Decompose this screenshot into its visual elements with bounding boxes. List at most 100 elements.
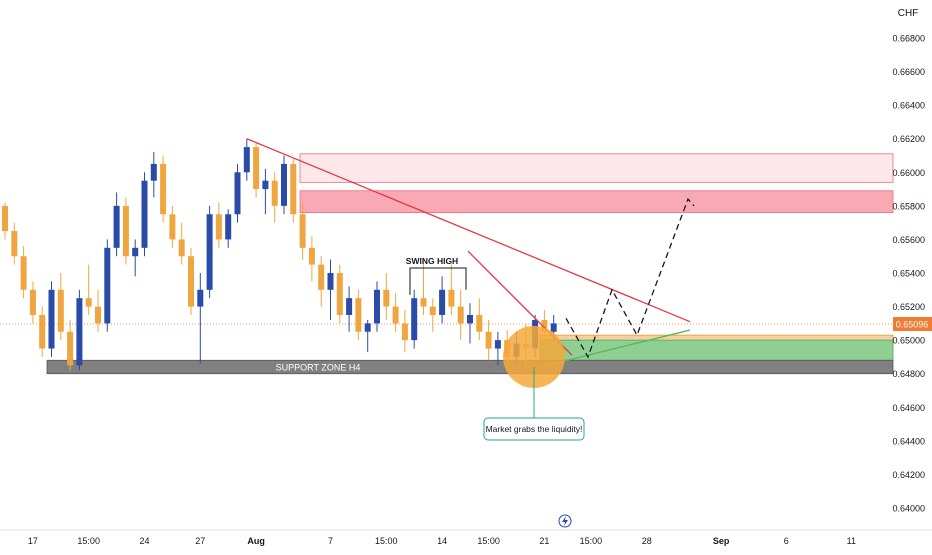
- candle-up: [197, 289, 204, 307]
- x-tick-label: 11: [847, 536, 856, 546]
- candle-up: [327, 273, 334, 290]
- lightning-icon-glyph: [562, 516, 568, 526]
- candle-down: [429, 306, 436, 315]
- candle-up: [113, 205, 120, 248]
- candle-down: [11, 231, 18, 257]
- time-axis: 17 15:00 24 27 Aug 7 15:00 14 15:00 21 15:00 28 Sep 6…: [28, 514, 856, 546]
- support-zone-label: SUPPORT ZONE H4: [276, 363, 361, 373]
- candle-up: [76, 298, 83, 366]
- x-tick-label: 17: [28, 536, 38, 546]
- candle-down: [541, 320, 548, 332]
- y-tick-label: 0.64400: [892, 436, 925, 446]
- candle-down: [169, 214, 176, 240]
- candle-down: [95, 306, 101, 324]
- candle-down: [39, 314, 46, 349]
- candle-up: [48, 289, 55, 349]
- candle-down: [253, 147, 260, 190]
- swing-high-label: SWING HIGH: [406, 256, 458, 266]
- y-tick-label: 0.64000: [892, 504, 925, 514]
- liquidity-highlight: [503, 325, 565, 388]
- candle-up: [494, 340, 501, 349]
- callout-box: [483, 417, 585, 441]
- supply-zone-light: [299, 153, 894, 183]
- candle-up: [132, 247, 139, 257]
- y-tick-label: 0.66200: [892, 134, 925, 144]
- candle-down: [457, 306, 464, 324]
- candle-down: [383, 289, 390, 307]
- candle-up: [234, 172, 241, 215]
- candle-down: [308, 247, 315, 265]
- x-tick-label: 21: [539, 536, 549, 546]
- currency-label: CHF: [898, 8, 919, 19]
- candle-down: [420, 298, 427, 307]
- candle-down: [160, 163, 167, 215]
- x-tick-label: Aug: [247, 536, 265, 546]
- demand-zone: [539, 339, 894, 361]
- candle-down: [485, 331, 492, 349]
- y-tick-label: 0.65400: [892, 269, 925, 279]
- projected-path: [565, 197, 695, 359]
- current-price-text: 0.65096: [896, 320, 929, 330]
- candle-up: [141, 180, 148, 248]
- candle-up: [346, 298, 353, 315]
- current-price-tag: [893, 317, 932, 332]
- candle-up: [411, 298, 418, 341]
- ascending-trendline: [539, 329, 691, 368]
- y-tick-label: 0.64600: [892, 403, 925, 413]
- candle-up: [550, 323, 557, 332]
- candle-up: [206, 214, 213, 290]
- x-tick-label: 7: [328, 536, 333, 546]
- candle-up: [364, 323, 371, 332]
- callout-text: Market grabs the liquidity!: [486, 424, 583, 434]
- drawings-layer: SWING HIGH Market grabs the liquidity!: [246, 138, 695, 441]
- candle-down: [122, 205, 129, 257]
- x-tick-label: Sep: [713, 536, 730, 546]
- descending-trendline: [246, 138, 691, 323]
- y-tick-label: 0.65200: [892, 302, 925, 312]
- y-tick-label: 0.64200: [892, 470, 925, 480]
- candle-down: [448, 289, 455, 307]
- candle-up: [467, 314, 473, 324]
- candle-down: [318, 264, 325, 290]
- x-tick-label: 15:00: [77, 536, 100, 546]
- candle-down: [57, 289, 64, 332]
- candle-down: [290, 163, 297, 215]
- candle-up: [281, 163, 287, 206]
- candle-down: [178, 239, 185, 257]
- y-tick-label: 0.66600: [892, 67, 925, 77]
- candle-down: [401, 323, 408, 341]
- x-tick-label: 27: [195, 536, 205, 546]
- y-tick-label: 0.64800: [892, 369, 925, 379]
- candle-down: [336, 273, 343, 315]
- x-tick-label: 14: [437, 536, 447, 546]
- x-tick-label: 24: [139, 536, 149, 546]
- candle-down: [476, 314, 483, 332]
- x-tick-label: 6: [784, 536, 789, 546]
- y-tick-label: 0.65000: [892, 336, 925, 346]
- candle-down: [67, 331, 74, 366]
- y-tick-label: 0.66000: [892, 168, 925, 178]
- y-tick-label: 0.65600: [892, 235, 925, 245]
- candle-down: [299, 214, 306, 248]
- candle-up: [374, 289, 380, 324]
- price-axis: 0.66800 0.66600 0.66400 0.66200 0.66000 0.658…: [0, 34, 932, 531]
- candle-down: [271, 180, 278, 206]
- candle-down: [215, 214, 222, 240]
- candle-up: [262, 180, 269, 190]
- candle-down: [392, 306, 399, 324]
- supply-zone: [299, 190, 894, 213]
- candle-down: [2, 205, 8, 232]
- x-tick-label: 15:00: [375, 536, 398, 546]
- candle-down: [355, 298, 362, 332]
- swing-high-bracket: [409, 267, 467, 295]
- candle-down: [29, 289, 36, 315]
- x-tick-label: 15:00: [580, 536, 603, 546]
- x-tick-label: 15:00: [477, 536, 500, 546]
- x-tick-label: 28: [642, 536, 652, 546]
- y-tick-label: 0.66400: [892, 101, 925, 111]
- candle-down: [20, 256, 27, 290]
- candle-down: [188, 256, 194, 307]
- candle-down: [85, 298, 92, 307]
- candle-up: [243, 147, 250, 173]
